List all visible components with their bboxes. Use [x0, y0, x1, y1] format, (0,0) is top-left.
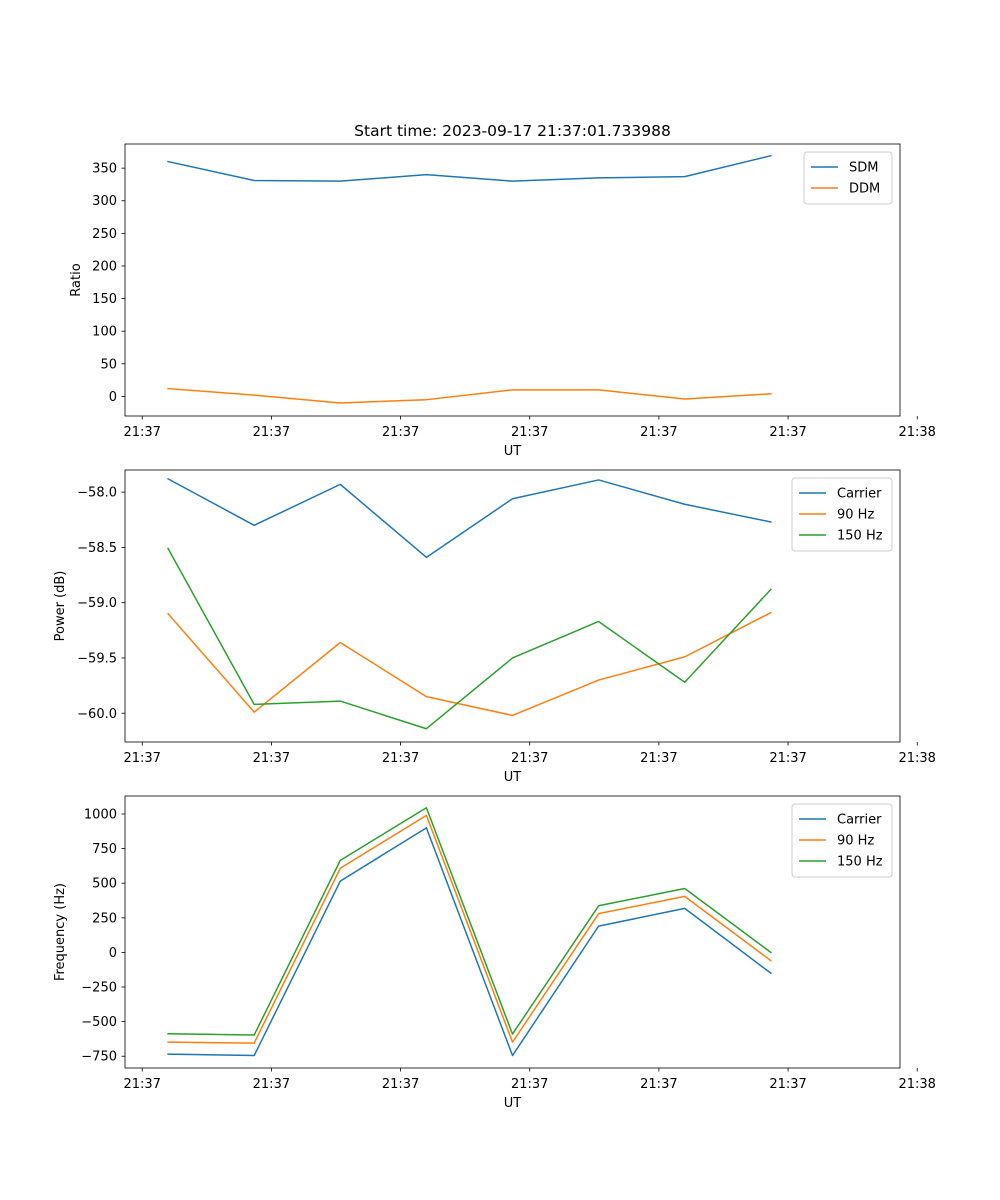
y-axis-label: Frequency (Hz)	[53, 883, 68, 981]
y-tick-label: −60.0	[77, 707, 117, 722]
series-line-150-hz	[167, 547, 772, 730]
x-tick-label: 21:37	[769, 425, 806, 440]
x-tick-label: 21:37	[123, 1077, 160, 1092]
y-tick-label: 100	[92, 325, 117, 340]
y-tick-label: 200	[92, 259, 117, 274]
legend-label: SDM	[849, 161, 878, 176]
y-tick-label: −59.0	[77, 596, 117, 611]
y-tick-label: 250	[92, 911, 117, 926]
x-axis-label: UT	[504, 1096, 522, 1111]
axes-frame	[124, 143, 901, 417]
y-tick-label: −250	[81, 981, 117, 996]
y-tick-label: −58.5	[77, 541, 117, 556]
series-line-150-hz	[167, 807, 772, 1036]
subplot-1: 21:37 21:37 21:37 21:37 21:37 21:37 21:38 0 50 10…	[69, 122, 936, 459]
legend: Carrier 90 Hz 150 Hz	[791, 803, 893, 878]
legend: SDM DDM	[803, 151, 893, 205]
legend-box	[791, 477, 893, 552]
x-tick-label: 21:37	[253, 1077, 290, 1092]
legend-box	[791, 803, 893, 878]
legend-label: 150 Hz	[837, 529, 883, 544]
subplot-3: 21:37 21:37 21:37 21:37 21:37 21:37 21:38 −750 −…	[53, 795, 936, 1111]
x-tick-label: 21:37	[769, 1077, 806, 1092]
axes-frame	[124, 469, 901, 743]
x-tick-label: 21:37	[511, 1077, 548, 1092]
x-axis-label: UT	[504, 444, 522, 459]
legend-label: 150 Hz	[837, 855, 883, 870]
y-axis-label: Ratio	[69, 263, 84, 296]
legend-label: 90 Hz	[837, 508, 874, 523]
x-tick-label: 21:38	[898, 751, 935, 766]
y-tick-label: 0	[109, 946, 117, 961]
legend-label: Carrier	[837, 813, 882, 828]
legend: Carrier 90 Hz 150 Hz	[791, 477, 893, 552]
y-tick-label: 50	[100, 357, 117, 372]
x-tick-label: 21:37	[640, 751, 677, 766]
y-tick-label: 1000	[84, 807, 117, 822]
x-tick-label: 21:37	[769, 751, 806, 766]
legend-label: DDM	[849, 182, 880, 197]
y-tick-label: 350	[92, 162, 117, 177]
x-tick-label: 21:37	[640, 1077, 677, 1092]
x-tick-label: 21:37	[640, 425, 677, 440]
x-tick-label: 21:37	[511, 751, 548, 766]
axes-frame	[124, 795, 901, 1069]
y-tick-label: 300	[92, 194, 117, 209]
y-axis-label: Power (dB)	[53, 571, 68, 642]
x-tick-label: 21:37	[123, 425, 160, 440]
x-tick-label: 21:37	[382, 425, 419, 440]
legend-box	[803, 151, 893, 205]
y-tick-label: 250	[92, 227, 117, 242]
series-line-90-hz	[167, 814, 772, 1044]
y-tick-label: −58.0	[77, 486, 117, 501]
x-axis-label: UT	[504, 770, 522, 785]
series-line-sdm	[167, 154, 772, 182]
series-line-carrier	[167, 827, 772, 1057]
series-line-ddm	[167, 387, 772, 404]
y-tick-label: 150	[92, 292, 117, 307]
y-tick-label: 0	[109, 390, 117, 405]
x-tick-label: 21:38	[898, 1077, 935, 1092]
x-tick-label: 21:37	[382, 751, 419, 766]
series-line-carrier	[167, 477, 772, 559]
y-tick-label: 750	[92, 842, 117, 857]
y-tick-label: −59.5	[77, 651, 117, 666]
x-tick-label: 21:37	[123, 751, 160, 766]
y-tick-label: −500	[81, 1015, 117, 1030]
x-tick-label: 21:37	[511, 425, 548, 440]
x-tick-label: 21:37	[253, 425, 290, 440]
x-tick-label: 21:37	[253, 751, 290, 766]
legend-label: 90 Hz	[837, 834, 874, 849]
y-tick-label: 500	[92, 877, 117, 892]
chart-title: Start time: 2023-09-17 21:37:01.733988	[354, 122, 671, 140]
legend-label: Carrier	[837, 487, 882, 502]
subplot-2: 21:37 21:37 21:37 21:37 21:37 21:37 21:38 −60.0…	[53, 469, 936, 785]
x-tick-label: 21:38	[898, 425, 935, 440]
y-tick-label: −750	[81, 1050, 117, 1065]
x-tick-label: 21:37	[382, 1077, 419, 1092]
series-line-90-hz	[167, 611, 772, 717]
